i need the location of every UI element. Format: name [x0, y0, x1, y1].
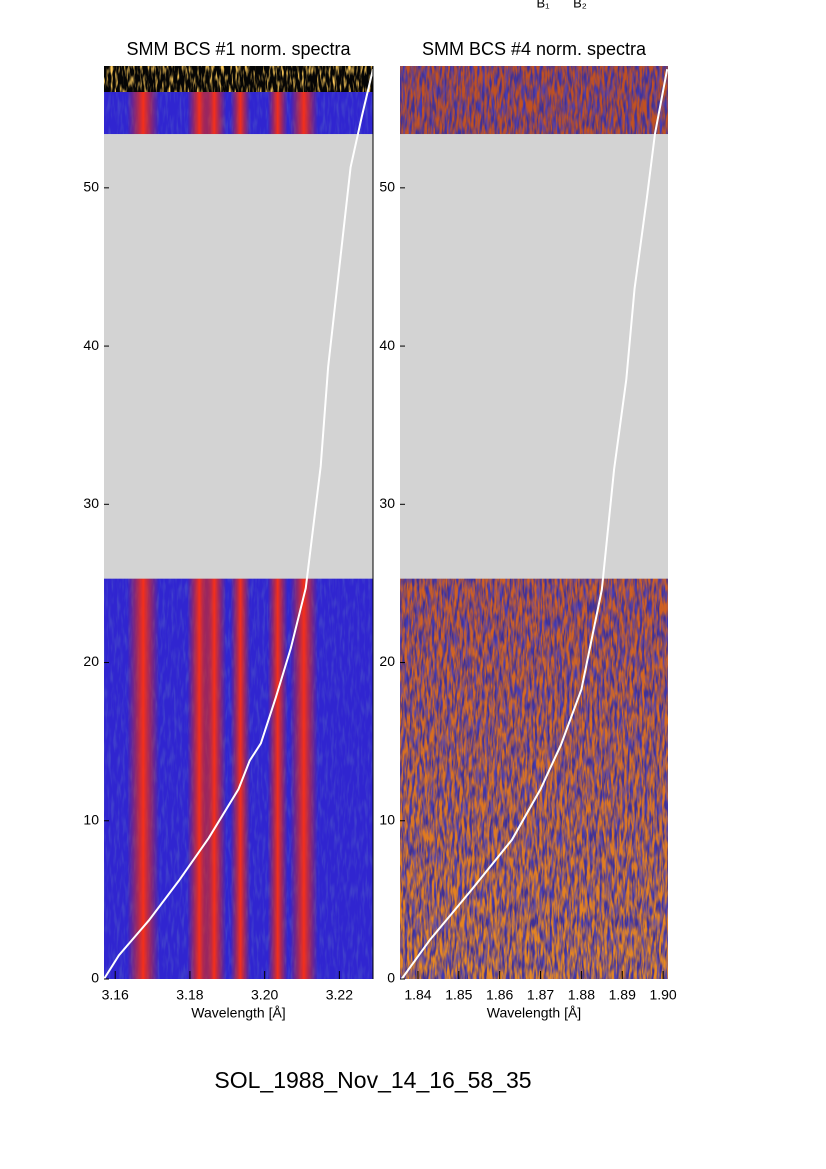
spectra-index-curve: [400, 68, 669, 980]
y-tick-label: 30: [379, 495, 395, 511]
data-gap: [400, 134, 668, 579]
x-axis-label: Wavelength [Å]: [487, 1005, 581, 1021]
y-tick-label: 0: [387, 970, 395, 986]
spectra-index-curve: [103, 68, 374, 980]
panel: SMM BCS #1 norm. spectra 0 10 20 30 40 50 3.16 3…: [83, 39, 374, 1021]
y-tick-label: 50: [83, 179, 99, 195]
y-tick-label: 10: [379, 811, 395, 827]
x-tick-label: 1.85: [445, 987, 472, 1003]
y-tick-label: 40: [83, 337, 99, 353]
x-tick-label: 1.84: [404, 987, 431, 1003]
x-tick-label: 1.90: [649, 987, 676, 1003]
y-tick-label: 30: [83, 495, 99, 511]
x-tick-label: 1.87: [527, 987, 554, 1003]
x-tick-label: 3.22: [326, 987, 353, 1003]
y-tick-label: 40: [379, 337, 395, 353]
x-tick-label: 1.89: [609, 987, 636, 1003]
panel-title: SMM BCS #1 norm. spectra: [126, 39, 351, 59]
x-tick-label: 1.86: [486, 987, 513, 1003]
x-tick-label: 3.20: [251, 987, 278, 1003]
heatmap-noise: [104, 66, 373, 92]
annotation: B₂: [573, 0, 587, 10]
x-axis-label: Wavelength [Å]: [191, 1005, 285, 1021]
x-tick-label: 1.88: [568, 987, 595, 1003]
panel: SMM BCS #4 norm. spectra 0 10 20 30 40 50 1.84 1…: [379, 39, 677, 1021]
panel-title: SMM BCS #4 norm. spectra: [422, 39, 647, 59]
y-tick-label: 50: [379, 179, 395, 195]
footer: SOL_1988_Nov_14_16_58_35: [214, 1067, 531, 1093]
y-tick-label: 10: [83, 811, 99, 827]
data-gap: [104, 134, 373, 579]
y-tick-label: 20: [83, 653, 99, 669]
annotation: B₁: [536, 0, 550, 10]
y-tick-label: 20: [379, 653, 395, 669]
y-tick-label: 0: [91, 970, 99, 986]
x-tick-label: 3.18: [176, 987, 203, 1003]
x-tick-label: 3.16: [102, 987, 129, 1003]
